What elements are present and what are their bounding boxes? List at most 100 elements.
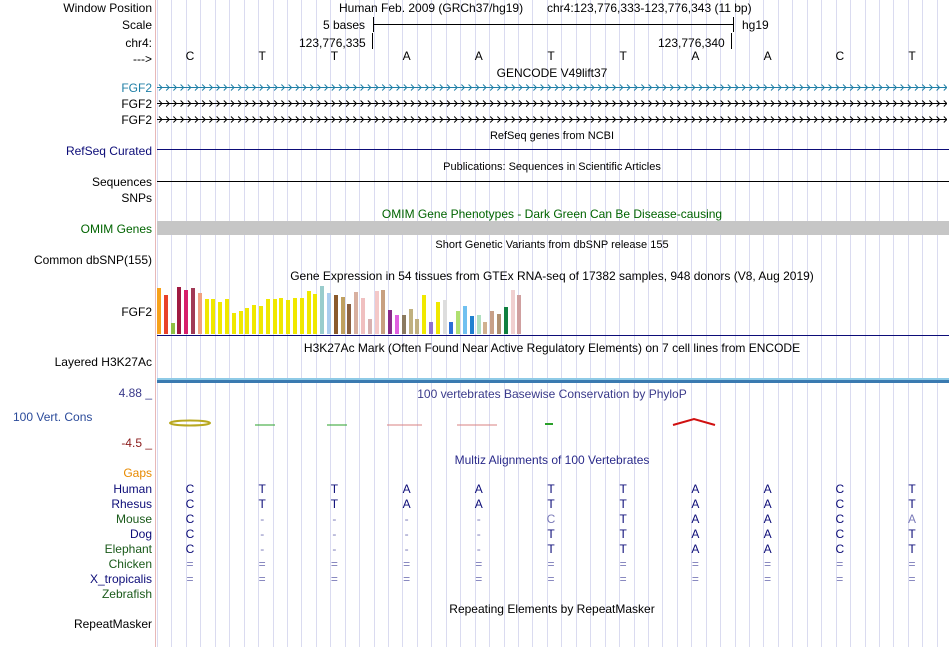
gtex-bar[interactable]: [293, 298, 297, 334]
dbsnp-title[interactable]: Short Genetic Variants from dbSNP releas…: [435, 239, 669, 251]
gtex-label[interactable]: FGF2: [121, 305, 152, 319]
sequence-base[interactable]: A: [474, 49, 483, 63]
multiz-title[interactable]: Multiz Alignments of 100 Vertebrates: [454, 453, 650, 467]
publications-title[interactable]: Publications: Sequences in Scientific Ar…: [443, 161, 661, 173]
gencode-label-1[interactable]: FGF2: [121, 81, 152, 95]
sequence-base[interactable]: T: [330, 49, 339, 63]
sequence-base[interactable]: C: [835, 49, 845, 63]
species-label[interactable]: Rhesus: [111, 497, 152, 511]
sequence-base[interactable]: T: [908, 49, 916, 63]
gtex-bar[interactable]: [381, 290, 386, 334]
gtex-bar[interactable]: [157, 288, 161, 334]
snps-label[interactable]: SNPs: [121, 191, 152, 205]
sequence-base[interactable]: T: [258, 49, 266, 63]
gtex-bar[interactable]: [163, 295, 168, 334]
gtex-bar[interactable]: [279, 298, 284, 334]
refseq-label[interactable]: RefSeq Curated: [65, 144, 152, 158]
gtex-bar[interactable]: [211, 299, 216, 334]
gtex-bar[interactable]: [510, 290, 515, 334]
repeatmasker-title[interactable]: Repeating Elements by RepeatMasker: [449, 602, 655, 616]
gencode-transcript-1[interactable]: [157, 83, 947, 92]
gtex-bar[interactable]: [177, 287, 182, 334]
phylop-label[interactable]: 100 Vert. Cons: [13, 410, 93, 424]
sequences-label[interactable]: Sequences: [91, 175, 152, 189]
gtex-bar[interactable]: [245, 308, 250, 334]
gtex-bar[interactable]: [483, 322, 488, 334]
phylop-signal[interactable]: [157, 412, 949, 432]
dbsnp-label[interactable]: Common dbSNP(155): [33, 253, 152, 267]
sequence-base[interactable]: T: [547, 49, 555, 63]
gtex-bar[interactable]: [265, 299, 270, 334]
gtex-bar[interactable]: [170, 323, 175, 334]
gtex-bar[interactable]: [320, 286, 325, 334]
gtex-bar[interactable]: [361, 298, 365, 334]
species-label[interactable]: Chicken: [108, 557, 152, 571]
window-position-label[interactable]: Window Position: [63, 1, 152, 15]
gencode-label-3[interactable]: FGF2: [121, 113, 152, 127]
gtex-bar[interactable]: [497, 314, 501, 334]
gtex-bar[interactable]: [259, 306, 263, 334]
gtex-bar[interactable]: [347, 304, 352, 334]
gtex-bar[interactable]: [354, 292, 359, 334]
gtex-bar[interactable]: [517, 295, 522, 334]
gtex-bar[interactable]: [408, 309, 413, 334]
gtex-title[interactable]: Gene Expression in 54 tissues from GTEx …: [290, 269, 814, 283]
gtex-bar[interactable]: [449, 322, 454, 334]
gencode-transcript-3[interactable]: [157, 115, 947, 124]
repeatmasker-label[interactable]: RepeatMasker: [73, 617, 152, 631]
gtex-bar[interactable]: [333, 295, 338, 334]
gtex-bar[interactable]: [218, 302, 223, 334]
gtex-bar[interactable]: [469, 316, 474, 334]
h3k27ac-signal[interactable]: [157, 378, 949, 380]
gtex-bar[interactable]: [476, 315, 481, 334]
gencode-transcript-2[interactable]: [157, 99, 947, 108]
gtex-bar[interactable]: [435, 302, 440, 334]
gencode-title[interactable]: GENCODE V49lift37: [496, 66, 608, 80]
gtex-bar[interactable]: [490, 311, 495, 334]
sequence-base[interactable]: A: [763, 49, 772, 63]
gtex-bar[interactable]: [395, 315, 399, 334]
gencode-label-2[interactable]: FGF2: [121, 97, 152, 111]
sequence-base[interactable]: T: [619, 49, 627, 63]
gtex-bar[interactable]: [184, 290, 189, 334]
phylop-title[interactable]: 100 vertebrates Basewise Conservation by…: [417, 387, 687, 401]
gaps-label[interactable]: Gaps: [123, 466, 152, 480]
refseq-line[interactable]: [157, 149, 949, 150]
omim-bar[interactable]: [157, 221, 949, 235]
gtex-bar[interactable]: [313, 294, 318, 334]
gtex-bar[interactable]: [286, 300, 291, 334]
gtex-bar[interactable]: [225, 299, 229, 334]
gtex-bar[interactable]: [401, 315, 406, 334]
gtex-bar[interactable]: [456, 311, 461, 334]
gtex-bar[interactable]: [306, 291, 311, 334]
gtex-bar[interactable]: [272, 299, 277, 334]
species-label[interactable]: Human: [113, 482, 152, 496]
gtex-bar[interactable]: [327, 293, 331, 334]
gtex-bar[interactable]: [191, 288, 195, 334]
gtex-bar[interactable]: [367, 319, 372, 334]
species-label[interactable]: Dog: [129, 527, 152, 541]
sequences-line[interactable]: [157, 181, 949, 182]
sequence-base[interactable]: C: [185, 49, 195, 63]
h3k27ac-label[interactable]: Layered H3K27Ac: [54, 355, 152, 369]
gtex-bar[interactable]: [238, 311, 243, 334]
gtex-bar[interactable]: [374, 291, 379, 334]
gtex-bar[interactable]: [340, 297, 345, 334]
gtex-bar[interactable]: [204, 299, 209, 334]
omim-label[interactable]: OMIM Genes: [80, 222, 152, 236]
gtex-bar[interactable]: [388, 310, 393, 334]
h3k27ac-signal-base[interactable]: [157, 380, 949, 383]
gtex-bar[interactable]: [231, 313, 236, 334]
gtex-bar[interactable]: [503, 307, 508, 334]
sequence-base[interactable]: A: [402, 49, 411, 63]
gtex-bar[interactable]: [463, 306, 467, 334]
species-label[interactable]: Zebrafish: [101, 587, 152, 601]
gtex-bar[interactable]: [299, 298, 304, 334]
gtex-bar[interactable]: [415, 319, 420, 334]
species-label[interactable]: X_tropicalis: [89, 572, 152, 586]
gtex-bar[interactable]: [442, 300, 447, 334]
gtex-bar[interactable]: [422, 295, 427, 334]
gtex-bar[interactable]: [429, 322, 433, 334]
h3k27ac-title[interactable]: H3K27Ac Mark (Often Found Near Active Re…: [303, 341, 801, 355]
species-label[interactable]: Elephant: [104, 542, 152, 556]
